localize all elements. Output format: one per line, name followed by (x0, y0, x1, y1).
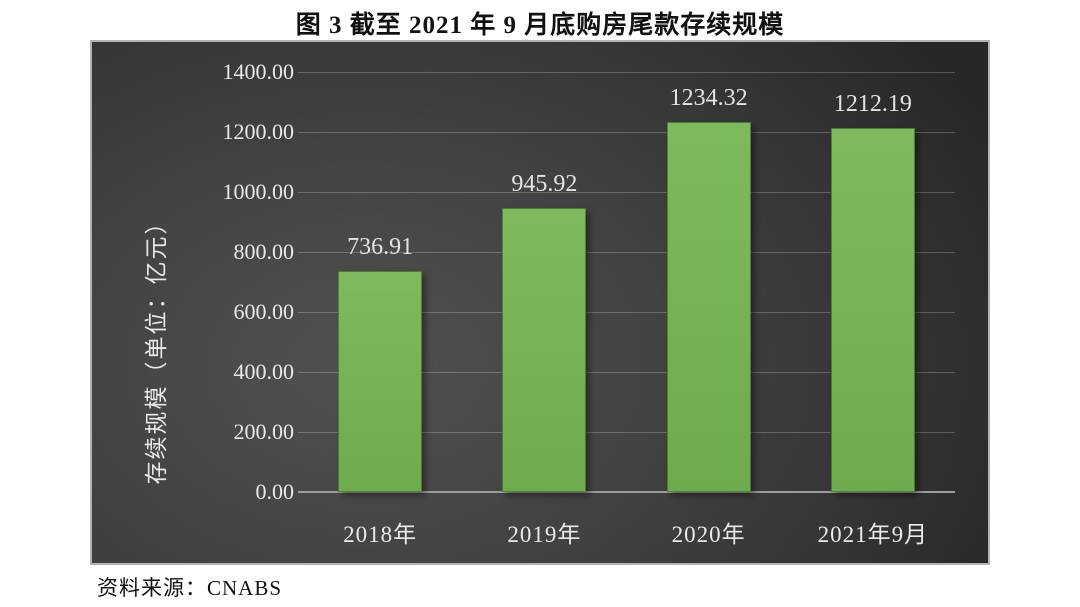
bar-value-label: 1212.19 (833, 91, 912, 117)
x-tick-label: 2021年9月 (817, 522, 929, 547)
bar-2018年 (338, 271, 423, 492)
gridline (298, 72, 955, 73)
bar-2019年 (502, 208, 587, 492)
y-tick-label: 600.00 (233, 299, 295, 324)
y-tick-label: 800.00 (233, 239, 295, 264)
bar-value-label: 1234.32 (669, 85, 748, 111)
gridline (298, 312, 955, 313)
x-tick-label: 2020年 (671, 522, 746, 547)
y-tick-label: 200.00 (233, 419, 295, 444)
y-tick-label: 1400.00 (222, 59, 295, 84)
bar-value-label: 736.91 (347, 234, 414, 260)
y-axis-title: 存续规模（单位：亿元） (144, 209, 169, 485)
source-note: 资料来源：CNABS (97, 576, 283, 600)
chart-panel: 存续规模（单位：亿元） 1400.00 1200.00 1000.00 800.00 6… (90, 40, 990, 565)
y-tick-label: 1000.00 (222, 179, 295, 204)
gridline (298, 372, 955, 373)
bar-value-label: 945.92 (511, 171, 578, 197)
gridline (298, 432, 955, 433)
chart-title: 图 3 截至 2021 年 9 月底购房尾款存续规模 (295, 12, 785, 39)
x-tick-label: 2019年 (507, 522, 582, 547)
bar-2021年9月 (830, 128, 915, 492)
y-tick-label: 0.00 (255, 479, 295, 504)
gridline (298, 252, 955, 253)
x-tick-label: 2018年 (343, 522, 418, 547)
bar-2020年 (666, 122, 751, 492)
y-tick-label: 1200.00 (222, 119, 295, 144)
x-axis-line (298, 491, 955, 493)
gridline (298, 192, 955, 193)
y-tick-label: 400.00 (233, 359, 295, 384)
plot-area: 1400.00 1200.00 1000.00 800.00 600.00 400.00 2… (223, 59, 955, 547)
gridline (298, 132, 955, 133)
